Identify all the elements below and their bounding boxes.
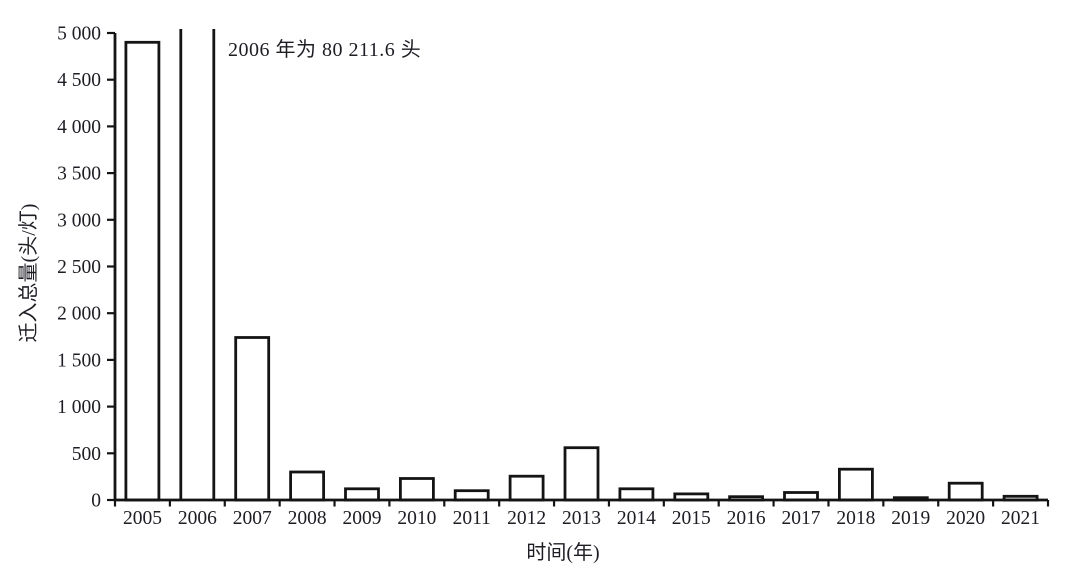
bar-2012 [508, 474, 545, 502]
bar-2009 [344, 487, 380, 502]
bar-2007 [234, 336, 271, 502]
y-tick-label: 4 000 [57, 117, 101, 138]
y-tick-label: 0 [91, 491, 101, 512]
x-tick-label: 2006 [178, 508, 217, 529]
x-tick-label: 2009 [342, 508, 381, 529]
bar-2020 [947, 481, 984, 502]
clipped-bar-2006 [179, 29, 216, 500]
bar-2008 [289, 470, 326, 502]
bar-2013 [563, 446, 600, 502]
offscale-bar-annotation: 2006 年为 80 211.6 头 [228, 39, 422, 61]
y-tick-label: 500 [72, 444, 101, 465]
x-tick-label: 2020 [946, 508, 985, 529]
y-tick-label: 4 500 [57, 70, 101, 91]
x-tick-label: 2019 [891, 508, 930, 529]
x-tick-label: 2015 [672, 508, 711, 529]
x-tick-label: 2005 [123, 508, 162, 529]
y-tick-label: 1 500 [57, 350, 101, 371]
y-tick-label: 3 000 [57, 210, 101, 231]
y-tick-label: 2 500 [57, 257, 101, 278]
x-axis-title: 时间(年) [526, 542, 600, 564]
x-tick-label: 2014 [617, 508, 656, 529]
y-tick-label: 3 500 [57, 164, 101, 185]
x-tick-label: 2007 [233, 508, 272, 529]
y-axis-title: 迁入总量(头/灯) [18, 203, 40, 343]
y-tick-label: 2 000 [57, 304, 101, 325]
x-tick-label: 2017 [782, 508, 821, 529]
x-tick-label: 2016 [727, 508, 766, 529]
x-tick-label: 2021 [1001, 508, 1040, 529]
x-tick-label: 2012 [507, 508, 546, 529]
bar-2010 [398, 477, 435, 502]
x-tick-label: 2010 [397, 508, 436, 529]
y-tick-label: 1 000 [57, 397, 101, 418]
bar-2018 [838, 467, 874, 502]
bar-2005 [124, 40, 161, 502]
y-tick-label: 5 000 [57, 24, 101, 45]
bar-2014 [618, 487, 655, 502]
x-tick-label: 2013 [562, 508, 601, 529]
x-tick-label: 2018 [836, 508, 875, 529]
x-tick-label: 2008 [288, 508, 327, 529]
x-tick-label: 2011 [453, 508, 491, 529]
